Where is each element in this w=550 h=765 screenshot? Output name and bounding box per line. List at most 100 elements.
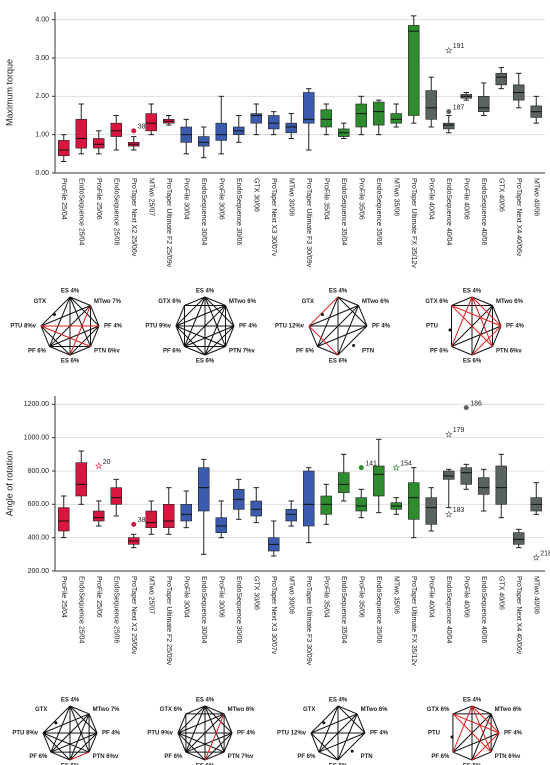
x-tick-label: ProFile 30/04: [182, 178, 189, 220]
x-tick-label: ProTaper Ultimate F3 30/09v: [305, 178, 312, 268]
edge: [69, 296, 91, 306]
node-label: PTN 6%v: [94, 348, 120, 354]
node-label: ES 6%: [329, 764, 348, 765]
edge: [310, 705, 339, 734]
edge: [337, 705, 358, 715]
box: [163, 504, 175, 528]
box: [285, 122, 297, 134]
edge: [318, 751, 339, 761]
node-label: PF 6%: [28, 348, 47, 354]
outlier-label: 38: [138, 517, 146, 524]
edge: [223, 732, 233, 753]
box: [250, 500, 262, 517]
box: [355, 497, 367, 512]
node-label: PTU: [426, 324, 438, 330]
box: [110, 487, 122, 505]
node-label: GTX: [35, 707, 47, 713]
y-tick-label: 1000.00: [24, 435, 49, 442]
edge: [204, 325, 235, 356]
node-label: GTX 6%: [158, 299, 181, 305]
box: [58, 140, 70, 157]
x-tick-label: GTX 40/06: [497, 576, 504, 610]
edge: [223, 713, 233, 734]
x-tick-label: ProTaper Ultimate FX 35/12v: [410, 576, 417, 666]
edge: [452, 751, 473, 761]
y-tick-label: 1200.00: [24, 401, 49, 408]
node-label: PTU 12%v: [277, 731, 307, 737]
box: [268, 115, 280, 130]
box: [390, 113, 402, 124]
edge: [185, 705, 206, 715]
node-label: MTwo 7%: [94, 299, 122, 305]
node-label: MTwo 7%: [93, 707, 121, 713]
box: [478, 96, 490, 112]
box: [215, 517, 227, 533]
isolated-node: [320, 312, 324, 316]
box: [495, 73, 507, 86]
edge: [451, 305, 502, 327]
edge: [69, 305, 91, 356]
y-tick-label: 800.00: [28, 468, 50, 475]
isolated-node: [352, 344, 356, 348]
box: [355, 103, 367, 128]
edge: [69, 325, 100, 356]
outlier-label: 218: [540, 551, 550, 558]
outlier-star: [445, 46, 453, 54]
box: [373, 465, 385, 497]
x-tick-label: MTwo 40/06: [532, 178, 539, 216]
edge: [175, 305, 185, 327]
edge: [204, 751, 225, 761]
y-tick-label: 200.00: [28, 568, 50, 575]
edge: [490, 732, 500, 753]
isolated-node: [448, 328, 452, 332]
edge: [175, 296, 206, 327]
y-tick-label: 0.00: [35, 170, 49, 177]
box: [93, 138, 105, 149]
edge: [471, 732, 500, 761]
outlier-star: [532, 553, 540, 561]
node-label: GTX: [302, 299, 314, 305]
x-tick-label: ProFile 35/04: [322, 178, 329, 220]
x-tick-label: ProTaper Next X4 40/06v: [515, 576, 522, 655]
node-label: GTX: [34, 299, 46, 305]
edge: [184, 296, 206, 306]
x-tick-label: MTwo 30/06: [287, 576, 294, 614]
x-tick-label: GTX 30/06: [252, 178, 259, 212]
box: [110, 122, 122, 137]
edge: [40, 296, 71, 327]
isolated-node: [450, 735, 454, 739]
box: [443, 470, 455, 480]
node-label: PF 4%: [372, 324, 391, 330]
node-label: PTN 7%v: [228, 754, 254, 760]
node-label: MTwo 6%: [228, 707, 256, 713]
isolated-node: [54, 721, 58, 725]
box: [75, 462, 87, 497]
edge: [471, 346, 493, 356]
y-axis-label: Maximum torque: [4, 59, 14, 126]
node-label: PTN 7%v: [229, 348, 255, 354]
x-tick-label: ProTaper Next X3 30/07v: [270, 178, 277, 257]
x-tick-label: EndoSequence 30/06: [235, 576, 242, 643]
edge: [337, 713, 358, 761]
y-axis-label: Angle of rotation: [4, 451, 14, 517]
node-label: PF 6%: [430, 348, 449, 354]
edge: [452, 713, 492, 753]
box: [320, 109, 332, 128]
edge: [492, 325, 502, 347]
node-label: PTU 9%v: [145, 324, 171, 330]
box: [338, 472, 350, 493]
box: [425, 90, 437, 120]
node-label: ES 4%: [329, 289, 348, 295]
y-tick-label: 600.00: [28, 501, 50, 508]
x-tick-label: ProFile 25/06: [95, 178, 102, 220]
outlier-label: 141: [365, 461, 377, 468]
node-label: PTU: [428, 731, 440, 737]
box: [425, 497, 437, 525]
node-label: PF 6%: [431, 754, 450, 760]
x-tick-label: MTwo 30/06: [287, 178, 294, 216]
edge: [451, 346, 473, 356]
box: [443, 122, 455, 130]
outlier-label: 179: [453, 427, 465, 434]
x-tick-label: ProFile 35/06: [357, 576, 364, 618]
node-label: PF 4%: [506, 324, 525, 330]
